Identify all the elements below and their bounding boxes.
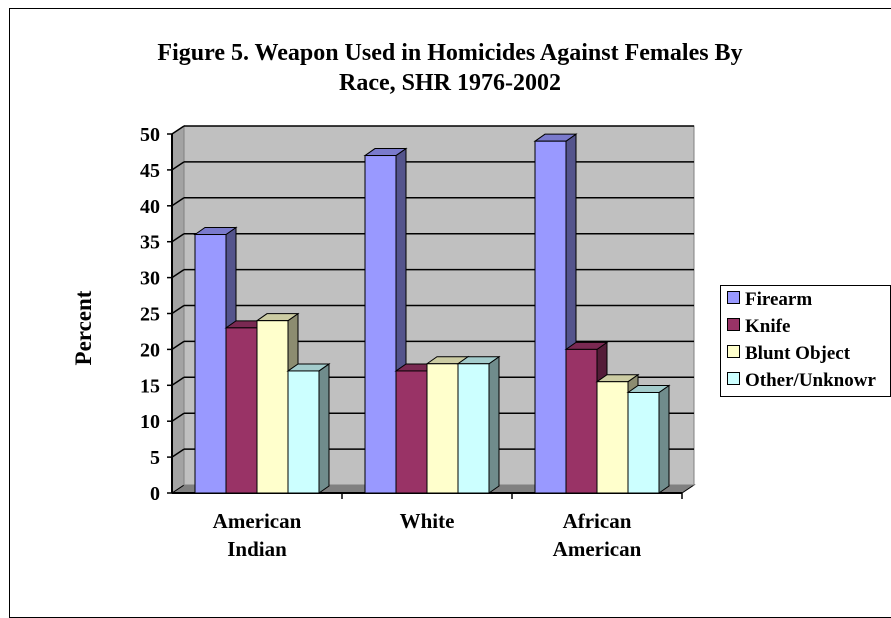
y-tick-label: 15 — [140, 375, 160, 397]
legend-label-firearm: Firearm — [745, 289, 813, 310]
gridline-side — [171, 412, 185, 422]
y-tick-label: 25 — [140, 304, 160, 326]
chart-legend: Firearm Knife Blunt Object Other/Unknowr — [720, 285, 891, 397]
y-tick-label: 40 — [140, 196, 160, 218]
bar-front — [256, 320, 289, 494]
y-tick-label: 30 — [140, 268, 160, 290]
legend-swatch-blunt-object — [727, 345, 740, 358]
gridline-side — [171, 125, 185, 135]
chart-title: Figure 5. Weapon Used in Homicides Again… — [0, 38, 891, 98]
x-tick-label: American — [213, 509, 302, 533]
legend-swatch-other-unknown — [727, 372, 740, 385]
chart-title-line-1: Figure 5. Weapon Used in Homicides Again… — [157, 40, 743, 66]
gridline-side — [171, 304, 185, 315]
gridline-side — [171, 448, 185, 458]
y-tick-label: 20 — [140, 339, 160, 361]
legend-label-knife: Knife — [745, 316, 791, 337]
legend-item-other-unknown: Other/Unknowr — [727, 370, 876, 392]
gridline-side — [171, 161, 185, 171]
gridline-side — [171, 233, 185, 243]
legend-swatch-firearm — [727, 291, 740, 304]
legend-item-knife: Knife — [727, 316, 790, 338]
bar-front — [287, 370, 320, 494]
y-tick-label: 5 — [150, 447, 160, 469]
bar-front — [457, 363, 490, 494]
bar-front — [596, 381, 629, 494]
bar-side — [658, 384, 670, 494]
bar-front — [395, 370, 428, 494]
bar-front — [364, 155, 397, 494]
bar-front — [534, 140, 567, 494]
legend-label-other-unknown: Other/Unknowr — [745, 370, 876, 391]
x-tick-label: African — [563, 509, 632, 533]
bar-front — [225, 327, 258, 494]
bar-side — [488, 355, 500, 494]
legend-label-blunt-object: Blunt Object — [745, 343, 851, 364]
y-tick-label: 50 — [140, 124, 160, 146]
bar-front — [565, 348, 598, 494]
y-tick-label: 10 — [140, 411, 160, 433]
y-tick-label: 35 — [140, 232, 160, 254]
bar-other-unknown-2 — [456, 355, 501, 494]
bar-other-unknown-3 — [626, 384, 671, 494]
bar-front — [426, 363, 459, 494]
gridline-side — [171, 340, 185, 351]
bar-front — [627, 391, 660, 494]
x-tick-label: Indian — [227, 537, 287, 561]
bar-side — [318, 362, 330, 494]
x-tick-label: White — [400, 509, 455, 533]
y-axis-title: Percent — [71, 290, 96, 365]
legend-item-firearm: Firearm — [727, 289, 812, 311]
y-tick-label: 45 — [140, 160, 160, 182]
legend-item-blunt-object: Blunt Object — [727, 343, 850, 365]
legend-swatch-knife — [727, 318, 740, 331]
gridline-side — [171, 268, 185, 279]
bar-other-unknown-1 — [286, 362, 331, 494]
gridline-side — [171, 376, 185, 386]
y-tick-label: 0 — [150, 483, 160, 505]
gridline-side — [171, 197, 185, 207]
chart-title-line-2: Race, SHR 1976-2002 — [339, 70, 561, 96]
bar-front — [194, 234, 227, 494]
x-tick-label: American — [553, 537, 642, 561]
